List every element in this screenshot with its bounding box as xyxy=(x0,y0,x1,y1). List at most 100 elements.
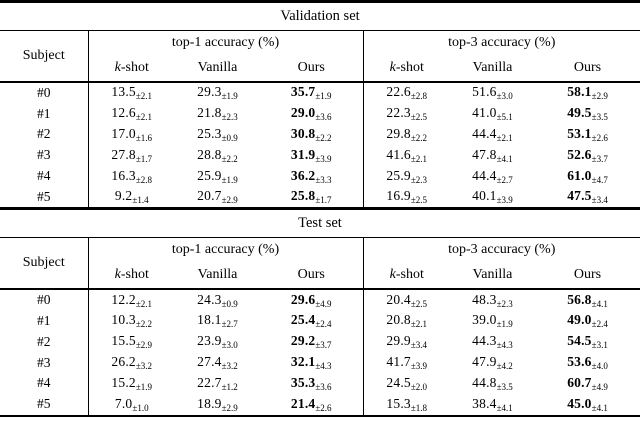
table-row: #4 16.3±2.8 25.9±1.9 36.2±3.3 25.9±2.3 44.4±2… xyxy=(0,165,640,187)
accuracy-value: 41.0 xyxy=(472,105,497,121)
top1-group-header: top-1 accuracy (%) xyxy=(87,237,363,262)
value-cell: 45.0±4.1 xyxy=(535,394,640,415)
accuracy-value: 26.2 xyxy=(111,354,136,370)
accuracy-value: 15.3 xyxy=(386,395,411,411)
value-cell: 20.8±2.1 xyxy=(362,310,450,332)
value-cell: 53.1±2.6 xyxy=(535,124,640,145)
column-header-ours: Ours xyxy=(297,59,325,75)
accuracy-value: 16.9 xyxy=(386,188,411,204)
accuracy-value: 41.7 xyxy=(386,354,411,370)
std-dev-subscript: ±5.1 xyxy=(496,112,513,123)
value-cell: 30.8±2.2 xyxy=(260,124,363,145)
subject-cell: #4 xyxy=(37,168,51,184)
section-separator-rule xyxy=(0,207,640,210)
std-dev-subscript: ±2.8 xyxy=(135,174,153,185)
value-cell: 26.2±3.2 xyxy=(87,352,175,373)
title-rule xyxy=(0,29,640,31)
accuracy-value: 48.3 xyxy=(472,291,497,307)
accuracy-value: 61.0 xyxy=(567,167,592,183)
accuracy-value: 28.8 xyxy=(197,146,222,162)
subject-cell: #4 xyxy=(37,375,51,391)
std-dev-subscript: ±1.8 xyxy=(410,402,428,413)
top-rule xyxy=(0,0,640,3)
accuracy-value: 15.2 xyxy=(111,374,136,390)
std-dev-subscript: ±3.5 xyxy=(496,381,513,392)
accuracy-value: 7.0 xyxy=(114,395,133,411)
std-dev-subscript: ±2.6 xyxy=(591,132,608,143)
value-cell: 48.3±2.3 xyxy=(450,287,535,311)
accuracy-value: 47.9 xyxy=(472,354,497,370)
subject-cell: #1 xyxy=(37,105,51,121)
value-cell: 22.6±2.8 xyxy=(362,80,450,104)
column-header-vanilla: Vanilla xyxy=(472,266,513,282)
value-cell: 20.7±2.9 xyxy=(175,186,260,207)
std-dev-subscript: ±3.3 xyxy=(315,174,332,185)
accuracy-value: 41.6 xyxy=(386,146,411,162)
validation-table: Subject top-1 accuracy (%) top-3 accurac… xyxy=(0,30,640,208)
accuracy-value: 58.1 xyxy=(567,84,592,100)
std-dev-subscript: ±3.6 xyxy=(315,381,332,392)
column-header-ours: Ours xyxy=(573,266,602,282)
std-dev-subscript: ±2.9 xyxy=(135,340,153,351)
value-cell: 38.4±4.1 xyxy=(450,394,535,415)
accuracy-value: 22.6 xyxy=(386,84,411,100)
accuracy-value: 25.3 xyxy=(197,125,222,141)
accuracy-value: 35.7 xyxy=(290,84,316,100)
column-header-vanilla: Vanilla xyxy=(197,266,238,282)
std-dev-subscript: ±3.7 xyxy=(591,153,608,164)
std-dev-subscript: ±1.6 xyxy=(135,132,153,143)
value-cell: 16.3±2.8 xyxy=(87,165,175,187)
value-cell: 25.4±2.4 xyxy=(260,311,363,332)
table-row: #1 10.3±2.2 18.1±2.7 25.4±2.4 20.8±2.1 39.0±1… xyxy=(0,310,640,332)
std-dev-subscript: ±2.3 xyxy=(410,174,428,185)
table-row: #3 27.8±1.7 28.8±2.2 31.9±3.9 41.6±2.1 47.8±4… xyxy=(0,144,640,166)
accuracy-value: 17.0 xyxy=(111,125,136,141)
std-dev-subscript: ±4.9 xyxy=(591,381,608,392)
value-cell: 29.2±3.7 xyxy=(260,331,363,352)
accuracy-value: 30.8 xyxy=(290,125,316,141)
section-title-test: Test set xyxy=(298,214,342,231)
std-dev-subscript: ±1.0 xyxy=(132,402,149,413)
accuracy-value: 16.3 xyxy=(111,167,136,183)
std-dev-subscript: ±1.9 xyxy=(135,381,153,392)
std-dev-subscript: ±0.9 xyxy=(221,132,238,143)
std-dev-subscript: ±2.1 xyxy=(410,153,428,164)
accuracy-value: 44.4 xyxy=(472,125,497,141)
value-cell: 29.9±3.4 xyxy=(362,331,450,353)
std-dev-subscript: ±2.9 xyxy=(591,91,608,102)
value-cell: 39.0±1.9 xyxy=(450,311,535,332)
value-cell: 41.7±3.9 xyxy=(362,352,450,373)
value-cell: 49.5±3.5 xyxy=(535,103,640,124)
value-cell: 41.6±2.1 xyxy=(362,144,450,166)
std-dev-subscript: ±1.9 xyxy=(315,91,332,102)
accuracy-value: 40.1 xyxy=(472,188,497,204)
value-cell: 47.8±4.1 xyxy=(450,145,535,166)
table-row: #3 26.2±3.2 27.4±3.2 32.1±4.3 41.7±3.9 47.9±4… xyxy=(0,352,640,373)
value-cell: 31.9±3.9 xyxy=(260,145,363,166)
accuracy-value: 29.6 xyxy=(290,291,316,307)
std-dev-subscript: ±3.6 xyxy=(315,112,332,123)
value-cell: 35.7±1.9 xyxy=(260,80,363,104)
value-cell: 54.5±3.1 xyxy=(535,331,640,352)
top1-group-header: top-1 accuracy (%) xyxy=(87,30,363,55)
std-dev-subscript: ±2.2 xyxy=(221,153,238,164)
value-cell: 41.0±5.1 xyxy=(450,103,535,124)
value-cell: 25.8±1.7 xyxy=(260,186,363,207)
accuracy-value: 24.5 xyxy=(386,374,411,390)
value-cell: 17.0±1.6 xyxy=(87,124,175,145)
std-dev-subscript: ±2.7 xyxy=(221,319,238,330)
value-cell: 58.1±2.9 xyxy=(535,80,640,104)
std-dev-subscript: ±0.9 xyxy=(221,298,238,309)
accuracy-value: 44.8 xyxy=(472,374,497,390)
std-dev-subscript: ±3.7 xyxy=(315,340,332,351)
std-dev-subscript: ±2.2 xyxy=(410,132,428,143)
value-cell: 35.3±3.6 xyxy=(260,373,363,394)
value-cell: 21.4±2.6 xyxy=(260,394,363,415)
value-cell: 23.9±3.0 xyxy=(175,331,260,352)
value-cell: 15.5±2.9 xyxy=(87,331,175,353)
value-cell: 27.8±1.7 xyxy=(87,144,175,166)
std-dev-subscript: ±2.3 xyxy=(221,112,238,123)
value-cell: 20.4±2.5 xyxy=(362,287,450,311)
accuracy-value: 27.8 xyxy=(111,146,136,162)
table-row: #0 12.2±2.1 24.3±0.9 29.6±4.9 20.4±2.5 48.3±2… xyxy=(0,287,640,311)
